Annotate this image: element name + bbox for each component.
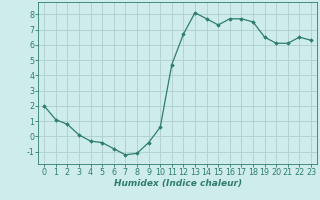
X-axis label: Humidex (Indice chaleur): Humidex (Indice chaleur) xyxy=(114,179,242,188)
